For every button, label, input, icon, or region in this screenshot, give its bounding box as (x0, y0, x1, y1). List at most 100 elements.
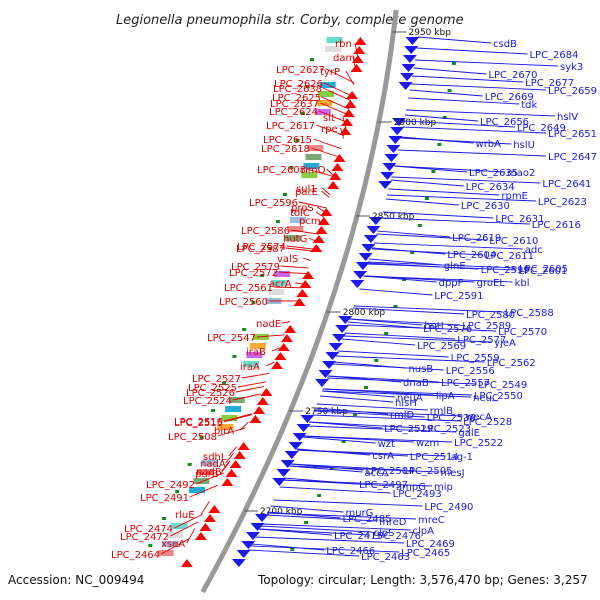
marker (317, 494, 322, 497)
leader-line (322, 390, 472, 398)
forward-gene-arrow (329, 172, 342, 180)
leader-line (388, 188, 500, 196)
forward-gene-arrow (208, 505, 221, 513)
leader-line (279, 486, 391, 494)
leader-line (322, 388, 472, 396)
leader-line (402, 126, 547, 134)
gene-label: wzt (378, 439, 395, 450)
leader-line (232, 393, 261, 401)
gene-label: LPC_2465 (401, 548, 450, 559)
gene-label: LPC_2475 (334, 531, 383, 542)
leader-line (270, 505, 344, 513)
gene-label: neuA (397, 393, 423, 404)
gene-label: LPC_2623 (538, 197, 587, 208)
forward-gene-arrow (199, 523, 212, 531)
gene-label: LPC_2617 (266, 121, 315, 132)
leader-line (289, 465, 363, 473)
leader-line (403, 120, 515, 128)
gene-label: groEL (477, 278, 506, 289)
gene-label: LPC_2524 (183, 396, 232, 407)
gene-label: LPC_2514 (410, 452, 459, 463)
leader-line (323, 82, 353, 97)
reverse-gene-arrow (254, 514, 269, 522)
forward-gene-arrow (253, 406, 266, 414)
kbp-tick-label: 2950 kbp (409, 28, 452, 38)
leader-line (412, 75, 524, 83)
reverse-gene-arrow (384, 154, 399, 162)
gene-label: LPC_2525 (188, 383, 237, 394)
feature-block (162, 541, 179, 547)
leader-line (289, 465, 439, 473)
gene-label: LPC_2515 (174, 418, 223, 429)
gene-label: birA (214, 426, 234, 437)
leader-line (328, 375, 440, 383)
gene-label: LPC_2587 (236, 244, 285, 255)
gene-label: LPC_2466 (326, 546, 375, 557)
gene-label: hutG (283, 234, 307, 245)
leader-line (373, 242, 523, 250)
gene-label: LPC_2610 (489, 236, 538, 247)
gene-label: tyrP (320, 67, 340, 78)
leader-line (315, 211, 325, 218)
forward-gene-arrow (221, 478, 234, 486)
feature-block (301, 172, 318, 178)
gene-label: kbl (515, 278, 530, 289)
gene-label: LPC_2569 (417, 341, 466, 352)
leader-line (340, 127, 345, 139)
feature-block (325, 46, 342, 52)
gene-label: sdhL (203, 452, 227, 463)
feature-block (289, 217, 306, 223)
forward-gene-arrow (229, 460, 242, 468)
gene-label: LPC_2611 (485, 251, 534, 262)
leader-line (256, 334, 286, 338)
gene-label: dam (333, 53, 355, 64)
gene-label: hutI (424, 321, 444, 332)
gene-label: mip (434, 482, 453, 493)
marker (282, 193, 287, 196)
gene-label: tdk (521, 100, 537, 111)
leader-line (349, 318, 461, 326)
marker (341, 440, 346, 443)
gene-label: iraA (240, 362, 260, 373)
gene-label: wzm (416, 438, 439, 449)
leader-line (377, 230, 451, 238)
gene-label: pcm (299, 216, 321, 227)
feature-block (307, 145, 324, 151)
leader-line (273, 499, 423, 507)
gene-label: LPC_2608 (257, 165, 306, 176)
gene-label: LPC_2485 (342, 514, 391, 525)
feature-block (201, 460, 218, 466)
reverse-gene-arrow (276, 469, 291, 477)
leader-line (348, 321, 422, 329)
gene-label: LPC_2474 (124, 524, 173, 535)
leader-line (367, 263, 517, 271)
leader-line (344, 332, 456, 340)
gene-label: nadB (196, 467, 222, 478)
leader-line (321, 390, 396, 398)
feature-block (246, 352, 263, 358)
gene-label: LPC_2627 (276, 65, 325, 76)
marker (260, 274, 265, 277)
reverse-gene-arrow (284, 451, 299, 459)
gene-label: LPC_2631 (495, 214, 544, 225)
reverse-gene-arrow (331, 334, 346, 342)
leader-line (302, 257, 312, 261)
gene-label: LPC_2522 (454, 438, 503, 449)
reverse-gene-arrow (404, 46, 419, 54)
leader-line (291, 229, 320, 235)
gene-label: LPC_2576 (423, 324, 472, 335)
leader-line (251, 543, 325, 551)
leader-line (363, 275, 513, 283)
gene-label: LPC_2550 (474, 391, 523, 402)
gene-label: mao2 (507, 168, 535, 179)
gene-label: lipA (436, 391, 455, 402)
leader-line (326, 68, 355, 84)
reverse-gene-arrow (386, 145, 401, 153)
leader-line (186, 528, 196, 544)
marker (353, 413, 358, 416)
leader-line (319, 395, 394, 403)
kbp-tick-label: 2900 kbp (394, 118, 437, 128)
gene-label: LPC_2618 (261, 144, 310, 155)
reverse-gene-arrow (338, 316, 353, 324)
gene-label: rpe (321, 124, 338, 135)
